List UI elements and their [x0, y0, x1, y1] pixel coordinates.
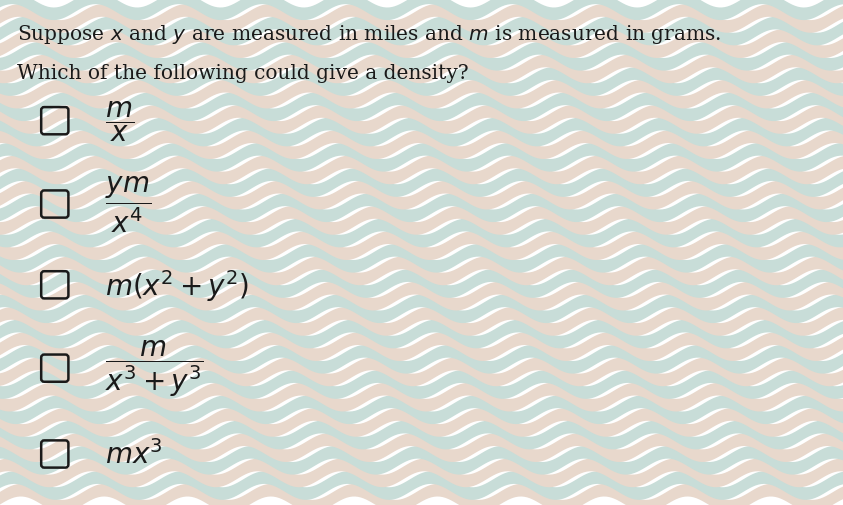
- Polygon shape: [0, 106, 843, 134]
- Polygon shape: [0, 119, 843, 147]
- Polygon shape: [0, 308, 843, 336]
- Text: Suppose $x$ and $y$ are measured in miles and $m$ is measured in grams.: Suppose $x$ and $y$ are measured in mile…: [17, 23, 721, 46]
- Polygon shape: [0, 56, 843, 84]
- Text: $mx^3$: $mx^3$: [105, 439, 163, 469]
- Polygon shape: [0, 433, 843, 462]
- Polygon shape: [0, 181, 843, 210]
- Polygon shape: [0, 43, 843, 72]
- Polygon shape: [0, 295, 843, 324]
- Polygon shape: [0, 358, 843, 386]
- Polygon shape: [0, 421, 843, 449]
- Polygon shape: [0, 93, 843, 122]
- Text: Which of the following could give a density?: Which of the following could give a dens…: [17, 64, 469, 82]
- Polygon shape: [0, 131, 843, 160]
- Polygon shape: [0, 409, 843, 437]
- Polygon shape: [0, 371, 843, 399]
- Polygon shape: [0, 219, 843, 248]
- Polygon shape: [0, 207, 843, 235]
- Polygon shape: [0, 18, 843, 46]
- Polygon shape: [0, 169, 843, 197]
- Text: $m(x^2+y^2)$: $m(x^2+y^2)$: [105, 267, 250, 303]
- Polygon shape: [0, 157, 843, 185]
- Polygon shape: [0, 471, 843, 500]
- Polygon shape: [0, 383, 843, 412]
- Polygon shape: [0, 30, 843, 59]
- Polygon shape: [0, 446, 843, 475]
- Text: $\dfrac{m}{x^3+y^3}$: $\dfrac{m}{x^3+y^3}$: [105, 338, 204, 398]
- Polygon shape: [0, 459, 843, 487]
- Polygon shape: [0, 0, 843, 21]
- Polygon shape: [0, 194, 843, 223]
- Polygon shape: [0, 68, 843, 96]
- Polygon shape: [0, 484, 843, 505]
- Text: $\dfrac{m}{x}$: $\dfrac{m}{x}$: [105, 99, 134, 144]
- Polygon shape: [0, 333, 843, 361]
- Polygon shape: [0, 320, 843, 348]
- Polygon shape: [0, 232, 843, 261]
- Polygon shape: [0, 257, 843, 286]
- Polygon shape: [0, 282, 843, 311]
- Polygon shape: [0, 396, 843, 424]
- Polygon shape: [0, 345, 843, 374]
- Polygon shape: [0, 81, 843, 109]
- Text: $\dfrac{ym}{x^4}$: $\dfrac{ym}{x^4}$: [105, 174, 152, 235]
- Polygon shape: [0, 244, 843, 273]
- Polygon shape: [0, 5, 843, 34]
- Polygon shape: [0, 270, 843, 298]
- Polygon shape: [0, 144, 843, 172]
